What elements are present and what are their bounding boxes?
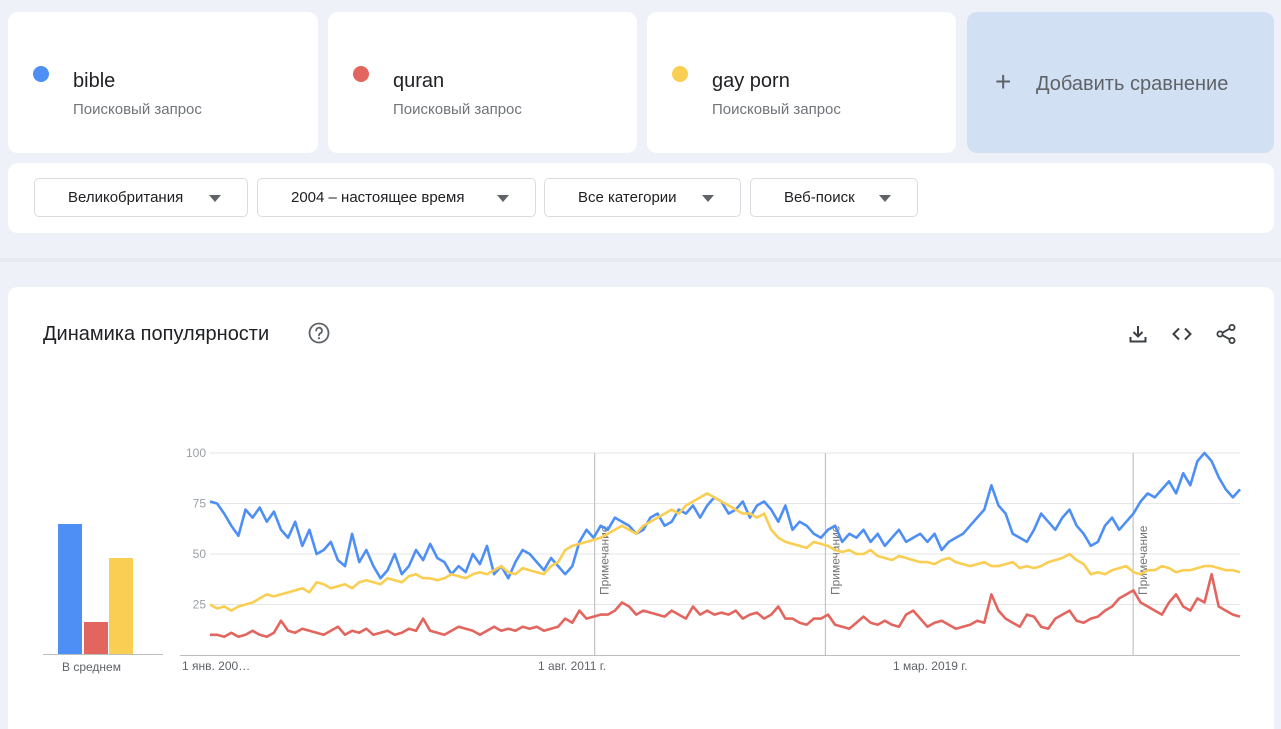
x-tick-label: 1 мар. 2019 г. xyxy=(893,659,968,673)
help-icon[interactable] xyxy=(308,322,330,344)
caret-down-icon xyxy=(702,195,714,202)
average-baseline xyxy=(43,654,163,655)
y-tick-label: 50 xyxy=(193,547,207,561)
term-type: Поисковый запрос xyxy=(73,101,202,118)
note-label: Примечание xyxy=(828,525,842,595)
term-color-dot xyxy=(353,66,369,82)
term-card-quran[interactable]: quran Поисковый запрос xyxy=(328,12,637,153)
plus-icon: + xyxy=(995,66,1012,97)
chart-grid xyxy=(180,452,1240,656)
term-type: Поисковый запрос xyxy=(393,101,522,118)
y-tick-label: 75 xyxy=(193,497,207,511)
download-icon[interactable] xyxy=(1127,323,1149,345)
y-axis-ticks: 100 75 50 25 xyxy=(186,446,206,612)
series-line-quran xyxy=(210,572,1241,639)
term-color-dot xyxy=(672,66,688,82)
add-comparison-button[interactable]: + Добавить сравнение xyxy=(967,12,1274,153)
note-label: Примечание xyxy=(598,525,612,595)
category-dropdown[interactable]: Все категории xyxy=(544,178,741,217)
category-label: Все категории xyxy=(578,189,677,206)
term-name: gay porn xyxy=(712,70,790,92)
section-divider xyxy=(0,258,1281,262)
x-tick-label: 1 янв. 200… xyxy=(182,659,250,673)
region-label: Великобритания xyxy=(68,189,184,206)
region-dropdown[interactable]: Великобритания xyxy=(34,178,248,217)
caret-down-icon xyxy=(209,195,221,202)
filter-bar: Великобритания 2004 – настоящее время Вс… xyxy=(8,163,1274,233)
x-tick-label: 1 авг. 2011 г. xyxy=(538,659,606,673)
interest-over-time-card: Динамика популярности В среднем 100 75 50 2… xyxy=(8,287,1274,729)
search-type-label: Веб-поиск xyxy=(784,189,855,206)
term-name: quran xyxy=(393,70,445,92)
term-color-dot xyxy=(33,66,49,82)
average-bar-bible xyxy=(58,524,82,654)
y-tick-label: 100 xyxy=(186,446,206,460)
y-tick-label: 25 xyxy=(193,598,207,612)
average-bar-gay-porn xyxy=(109,558,133,654)
term-card-gay-porn[interactable]: gay porn Поисковый запрос xyxy=(647,12,956,153)
embed-icon[interactable] xyxy=(1171,323,1193,345)
series-line-bible xyxy=(209,451,1241,580)
note-label: Примечание xyxy=(1136,525,1150,595)
term-type: Поисковый запрос xyxy=(712,101,841,118)
term-card-bible[interactable]: bible Поисковый запрос xyxy=(8,12,318,153)
caret-down-icon xyxy=(497,195,509,202)
search-type-dropdown[interactable]: Веб-поиск xyxy=(750,178,918,217)
trend-title: Динамика популярности xyxy=(43,323,270,345)
caret-down-icon xyxy=(879,195,891,202)
add-comparison-label: Добавить сравнение xyxy=(1036,73,1229,95)
period-dropdown[interactable]: 2004 – настоящее время xyxy=(257,178,536,217)
average-bar-quran xyxy=(84,622,108,654)
average-label: В среднем xyxy=(62,660,121,674)
period-label: 2004 – настоящее время xyxy=(291,189,465,206)
chart-notes: Примечание Примечание Примечание xyxy=(594,453,1150,655)
x-axis-ticks: 1 янв. 200… 1 авг. 2011 г. 1 мар. 2019 г. xyxy=(182,659,968,673)
term-name: bible xyxy=(73,70,116,92)
series-line-gay-porn xyxy=(209,492,1241,612)
share-icon[interactable] xyxy=(1215,323,1237,345)
chart-series xyxy=(209,451,1241,639)
